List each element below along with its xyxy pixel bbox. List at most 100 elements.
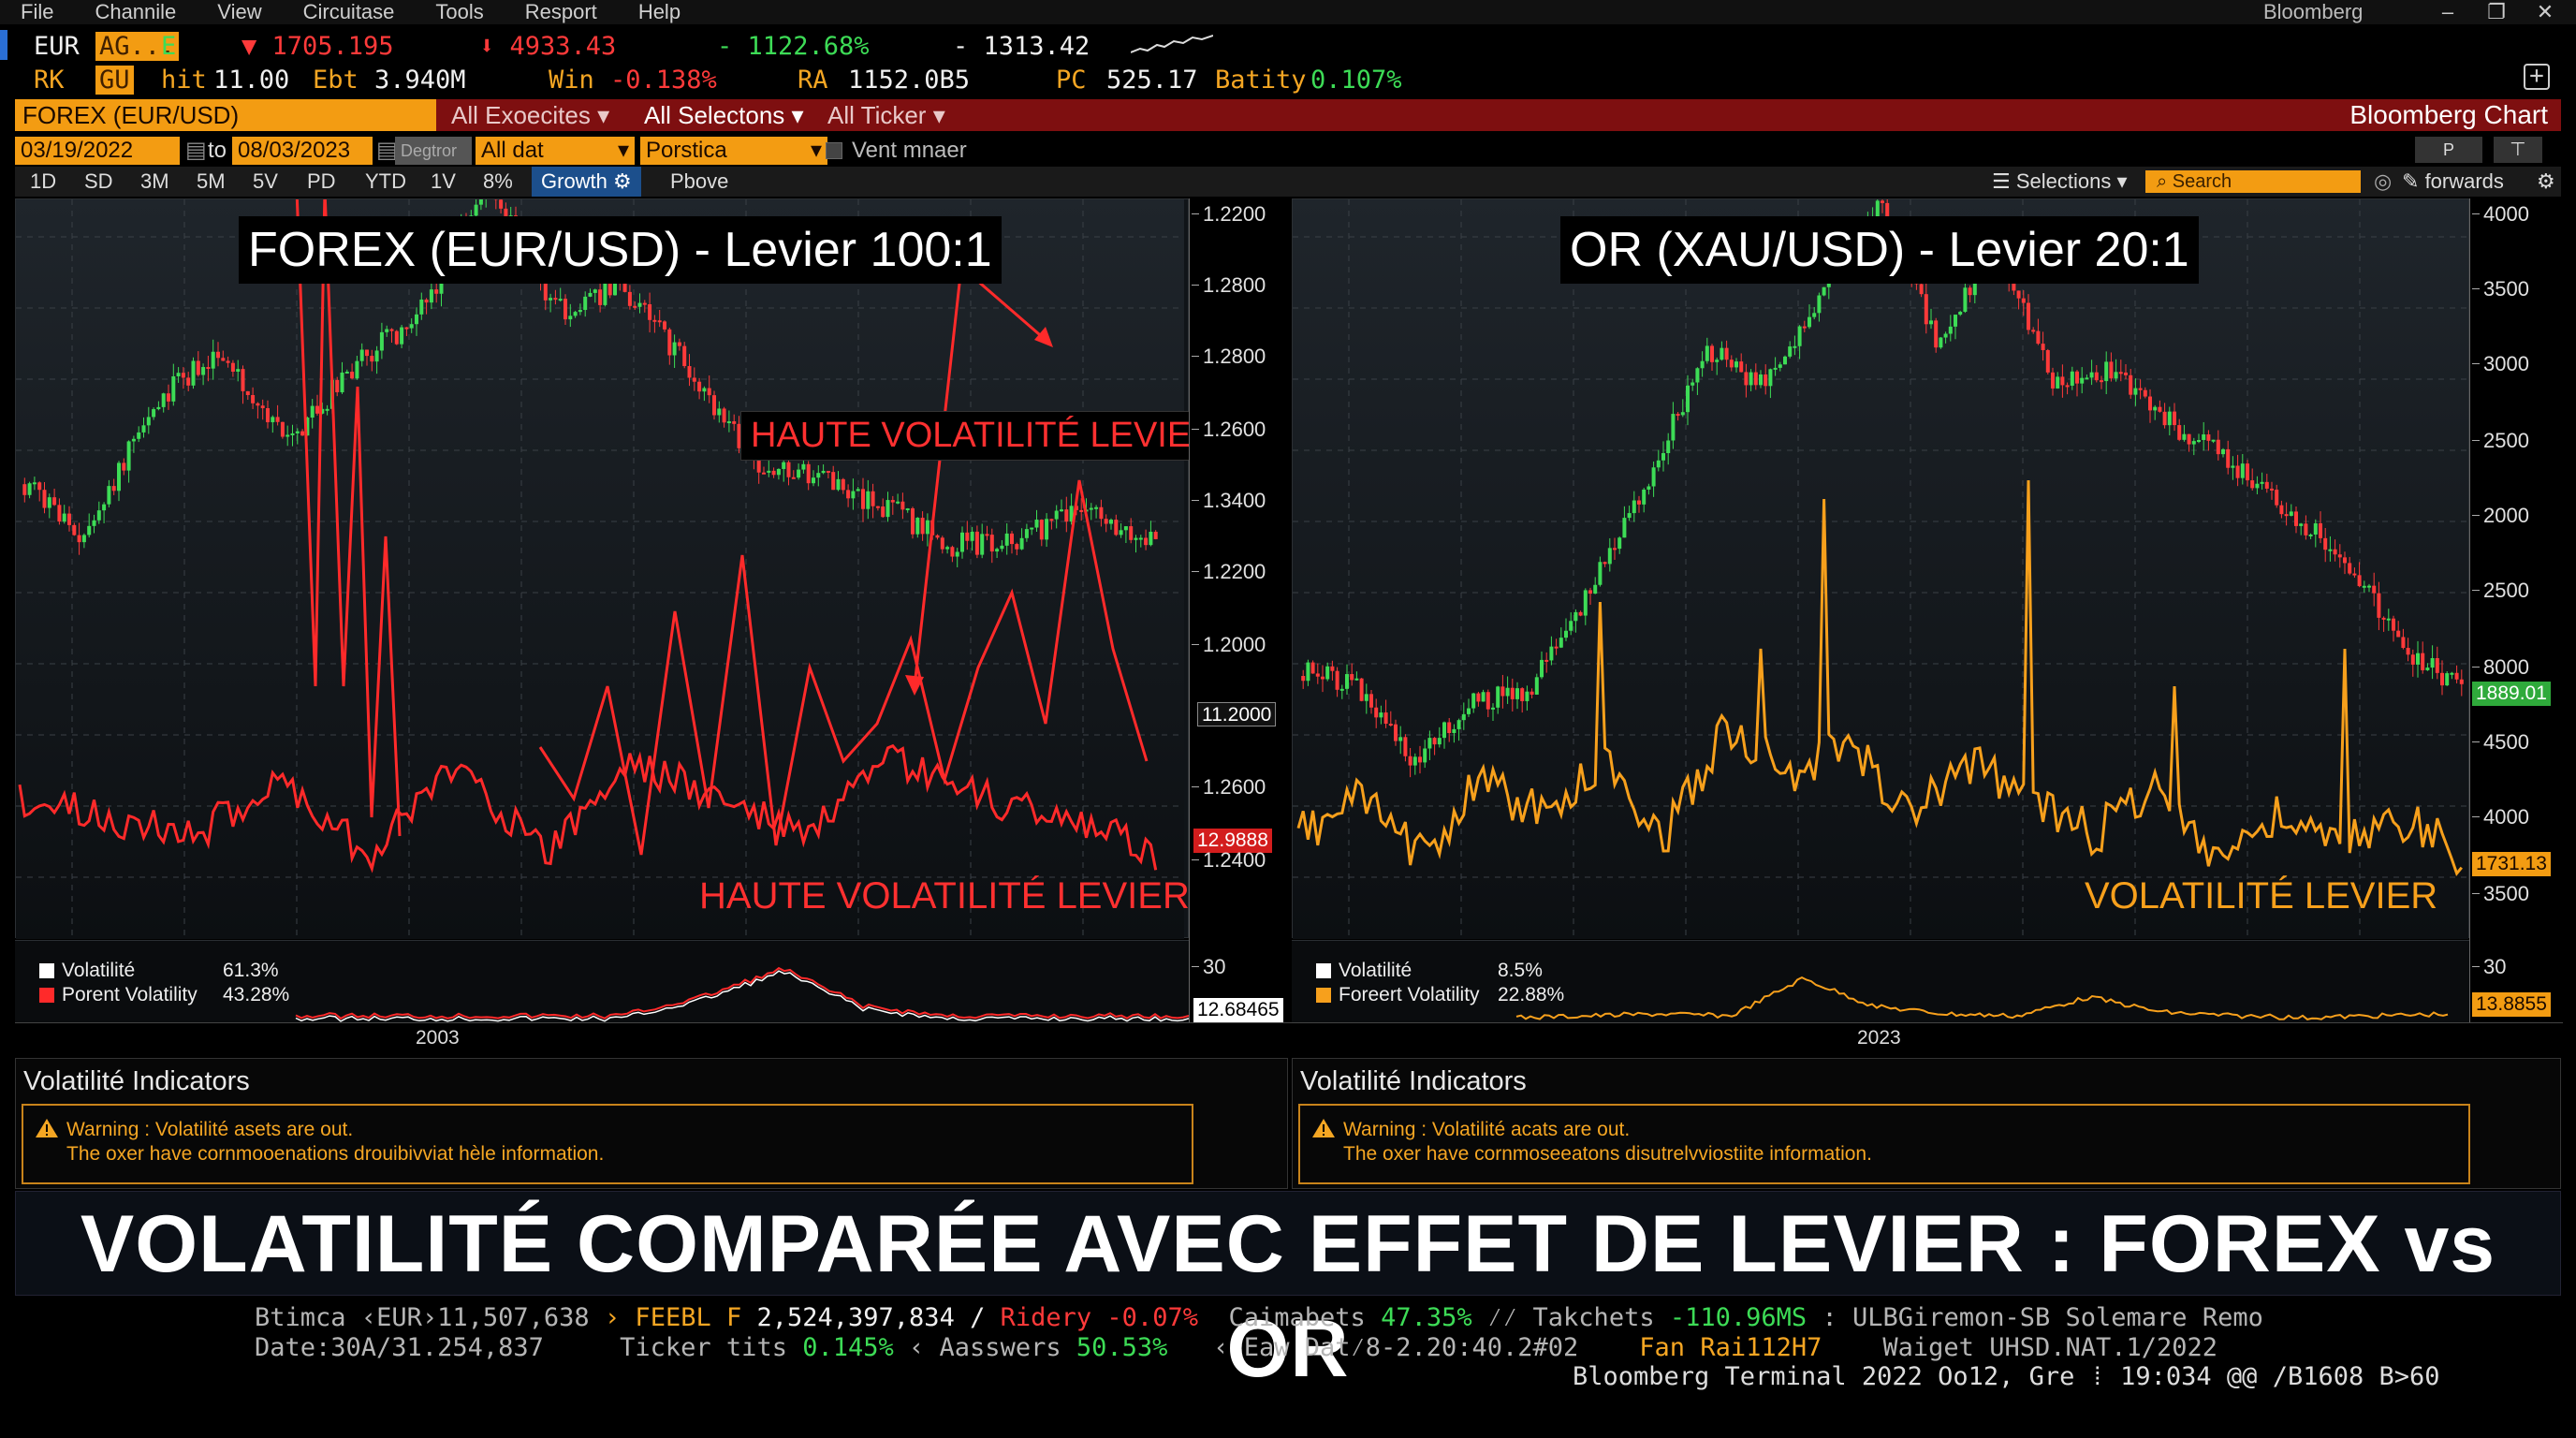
forwards-button[interactable]: ✎ forwards (2402, 167, 2504, 197)
period-1v[interactable]: 1V (431, 169, 456, 193)
symbol-gu[interactable]: GU (95, 66, 134, 95)
candle (1564, 630, 1568, 638)
candle (2377, 593, 2381, 618)
target-icon[interactable]: ◎ (2374, 169, 2393, 193)
selections-dropdown[interactable]: ☰ Selections ▾ (1992, 167, 2128, 197)
calendar-icon[interactable]: ▤ (185, 138, 207, 163)
forex-volatility-subplot[interactable]: Volatilité 61.3% Porent Volatility 43.28… (15, 940, 1189, 1022)
candle (1881, 200, 1884, 203)
period-5m[interactable]: 5M (197, 169, 226, 193)
candle (1544, 659, 1549, 662)
gold-tick: 2500 (2472, 579, 2529, 602)
above-button[interactable]: Pbove (670, 169, 729, 193)
candle (871, 491, 875, 506)
forex-price-chart (16, 199, 1184, 939)
candle (2021, 298, 2026, 303)
candle (424, 299, 429, 303)
dropdown-selectons[interactable]: All Selectons ▾ (637, 99, 814, 131)
search-input[interactable]: ⌕ Search (2145, 170, 2361, 193)
forex-tick: 1.2000 (1191, 633, 1266, 656)
dropdown-exoecites[interactable]: All Exoecites ▾ (444, 99, 631, 131)
minimize-button[interactable]: – (2441, 0, 2454, 23)
candle (2333, 549, 2337, 555)
candle (305, 418, 310, 436)
gold-volatility-subplot[interactable]: Volatilité 8.5% Foreert Volatility 22.88… (1292, 940, 2469, 1022)
forex-price-plot[interactable] (16, 199, 1184, 939)
candle (1109, 520, 1113, 524)
calendar-icon[interactable]: ▤ (376, 138, 398, 163)
porstica-select[interactable]: Porstica ▾ (640, 137, 827, 165)
candle (1753, 372, 1758, 386)
gear-icon[interactable]: ⚙ (2537, 169, 2555, 193)
symbol-ag[interactable]: AG... (95, 32, 180, 61)
date-to-label: to (208, 138, 227, 163)
pd-button[interactable]: P (2415, 137, 2482, 163)
forex-annotation-box: HAUTE VOLATILITÉ LEVIER (740, 411, 1227, 461)
menu-resport[interactable]: Resport (524, 0, 597, 23)
menu-help[interactable]: Help (637, 0, 681, 23)
vent-checkbox[interactable] (826, 142, 842, 159)
candle (1530, 691, 1534, 695)
candle (1374, 707, 1379, 718)
add-panel-icon[interactable]: + (2524, 64, 2550, 90)
symbol-eur[interactable]: EUR (34, 32, 80, 61)
candle (1412, 756, 1417, 766)
warning-icon (36, 1119, 58, 1137)
period-pct[interactable]: 8% (483, 169, 513, 193)
forex-annotation-bottom: HAUTE VOLATILITÉ LEVIER (699, 875, 1190, 917)
candle (1724, 347, 1729, 360)
candle (344, 372, 349, 374)
candle (1403, 737, 1408, 756)
period-1d[interactable]: 1D (30, 169, 57, 193)
date-row: 03/19/2022 ▤ to 08/03/2023 ▤ Degtror All… (15, 137, 2561, 165)
date-to-input[interactable]: 08/03/2023 (232, 137, 373, 165)
gold-tick: 4500 (2472, 730, 2529, 754)
menu-tools[interactable]: Tools (435, 0, 484, 23)
period-sd[interactable]: SD (84, 169, 113, 193)
win-label: Win (549, 66, 594, 95)
candle (87, 525, 92, 536)
close-button[interactable]: ✕ (2536, 0, 2554, 23)
all-dat-select[interactable]: All dat ▾ (476, 137, 635, 165)
candle (1885, 202, 1890, 227)
period-pd[interactable]: PD (307, 169, 336, 193)
gold-warning-box: Warning : Volatilité acats are out. The … (1298, 1104, 2470, 1184)
pin-icon[interactable]: ⊤ (2494, 137, 2542, 163)
pencil-icon: ✎ (2402, 169, 2420, 193)
candle (875, 506, 880, 508)
period-3m[interactable]: 3M (140, 169, 169, 193)
gold-price-plot[interactable] (1293, 199, 2468, 939)
candle (300, 431, 305, 436)
security-field[interactable]: FOREX (EUR/USD) (15, 99, 436, 131)
candle (1369, 694, 1373, 708)
dropdown-ticker[interactable]: All Ticker ▾ (820, 99, 970, 131)
ticker-a-label: Btimca (255, 1303, 346, 1332)
menu-channel[interactable]: Channile (95, 0, 177, 23)
candle (1500, 686, 1505, 697)
candle (911, 508, 915, 535)
symbol-e[interactable]: E (161, 32, 177, 61)
symbol-rk[interactable]: RK (34, 66, 65, 95)
menu-circuitase[interactable]: Circuitase (302, 0, 395, 23)
candle (315, 405, 319, 414)
degtror-button[interactable]: Degtror (395, 137, 472, 165)
menu-file[interactable]: File (21, 0, 54, 23)
date-from-input[interactable]: 03/19/2022 (15, 137, 180, 165)
candle (786, 462, 791, 477)
candle (940, 537, 944, 550)
candle (186, 377, 191, 386)
candle (1637, 500, 1641, 505)
forex-sub-white-line (295, 970, 1189, 1022)
candle (1632, 500, 1636, 514)
maximize-button[interactable]: ❐ (2487, 0, 2506, 23)
growth-button[interactable]: Growth ⚙ (532, 167, 641, 197)
candle (995, 549, 1000, 552)
candle (712, 395, 716, 416)
period-5v[interactable]: 5V (253, 169, 278, 193)
candle (350, 372, 355, 379)
forex-sub-red-line (295, 966, 1189, 1020)
candle (2016, 290, 2021, 299)
period-ytd[interactable]: YTD (365, 169, 406, 193)
gold-tick: 3500 (2472, 277, 2529, 301)
menu-view[interactable]: View (217, 0, 262, 23)
